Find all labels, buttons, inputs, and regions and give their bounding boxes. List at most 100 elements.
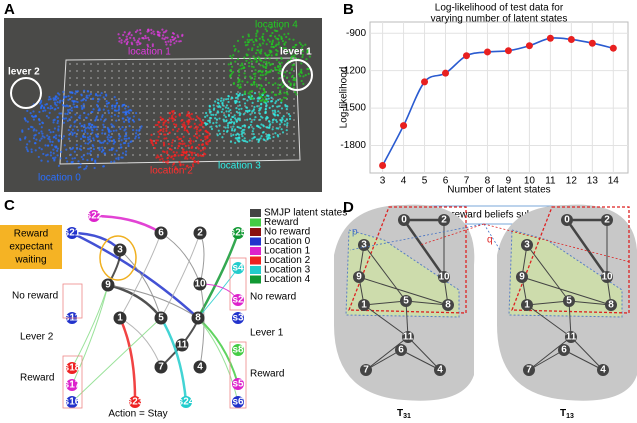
panel-label: B	[343, 1, 354, 18]
trace	[251, 101, 254, 104]
trace	[101, 114, 104, 117]
grid-hole	[181, 77, 183, 79]
trace	[164, 40, 167, 44]
trace	[283, 123, 286, 126]
trace	[181, 123, 184, 126]
edge	[528, 349, 565, 371]
grid-hole	[251, 147, 253, 149]
trace	[250, 65, 253, 68]
trace	[90, 110, 93, 114]
trace	[229, 61, 233, 64]
trace	[108, 131, 111, 134]
label: lever 2	[8, 67, 40, 78]
trace	[227, 110, 231, 113]
grid-hole	[195, 140, 197, 142]
trace	[236, 138, 239, 141]
trace	[154, 141, 157, 145]
trace	[200, 120, 204, 124]
state-node	[400, 295, 412, 307]
trace	[204, 147, 207, 150]
trace	[308, 55, 311, 58]
trace	[121, 152, 125, 155]
grid-hole	[146, 98, 148, 100]
trace	[134, 132, 138, 135]
trace	[215, 125, 218, 128]
edge	[405, 300, 449, 306]
trace	[234, 96, 238, 100]
grid-hole	[265, 77, 267, 79]
trace	[240, 67, 243, 70]
trace	[113, 96, 116, 99]
grid-hole	[174, 91, 176, 93]
trace	[82, 89, 86, 92]
grid-hole	[258, 133, 260, 135]
trace	[252, 66, 255, 69]
node-label: 11	[403, 332, 414, 343]
grid-hole	[132, 77, 134, 79]
trace	[257, 56, 260, 59]
trace	[264, 53, 268, 57]
grid-hole	[83, 105, 85, 107]
trace	[151, 139, 154, 143]
trace	[241, 128, 244, 132]
trace	[286, 88, 289, 91]
trace	[135, 111, 138, 115]
trace	[126, 116, 129, 119]
trace	[128, 117, 132, 120]
grid-hole	[69, 98, 71, 100]
trace	[99, 118, 102, 121]
trace	[102, 149, 105, 152]
grid-hole	[279, 147, 281, 149]
trace	[117, 33, 120, 36]
trace	[159, 116, 162, 119]
trace	[275, 58, 278, 61]
trace	[47, 116, 50, 119]
trace	[126, 38, 129, 41]
grid-hole	[167, 91, 169, 93]
trace	[225, 98, 228, 101]
lever	[10, 77, 42, 109]
trace	[189, 156, 192, 159]
trace	[171, 114, 174, 118]
trace	[35, 129, 38, 132]
grid-hole	[111, 70, 113, 72]
trace	[202, 152, 206, 155]
grid-hole	[279, 98, 281, 100]
trace	[270, 43, 274, 46]
trace	[193, 122, 196, 126]
grid-hole	[125, 126, 127, 128]
trace	[73, 157, 77, 160]
trace	[258, 118, 262, 121]
trace	[192, 140, 195, 143]
trace	[225, 130, 229, 133]
grid-hole	[272, 126, 274, 128]
grid-hole	[146, 77, 148, 79]
grid-hole	[209, 98, 211, 100]
trace	[172, 32, 176, 35]
grid-hole	[76, 140, 78, 142]
grid-hole	[286, 70, 288, 72]
trace	[230, 65, 234, 68]
trace	[164, 160, 168, 164]
trace	[64, 117, 68, 120]
trace	[235, 133, 238, 136]
y-tick-label: -1800	[340, 140, 366, 151]
trace	[195, 132, 199, 135]
edge	[365, 336, 409, 371]
trace	[298, 41, 301, 44]
grid-hole	[167, 98, 169, 100]
edge	[119, 249, 162, 319]
trace	[52, 97, 55, 100]
node-label: 4	[197, 362, 203, 373]
trace	[274, 66, 277, 69]
trace	[73, 125, 76, 128]
trace	[249, 75, 252, 78]
trace	[179, 137, 183, 140]
label: expectant	[9, 242, 53, 253]
trace	[259, 108, 262, 111]
trace	[252, 72, 255, 76]
state-node	[601, 214, 613, 226]
trace	[241, 93, 244, 97]
label: Persistent reward beliefs subspaces	[404, 210, 564, 221]
